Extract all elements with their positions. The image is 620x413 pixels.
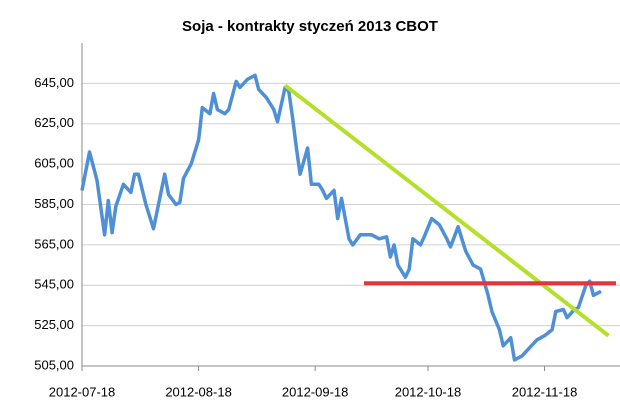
x-tick-label: 2012-09-18	[282, 384, 349, 399]
chart-title: Soja - kontrakty styczeń 2013 CBOT	[182, 18, 438, 35]
y-tick-label: 625,00	[34, 115, 74, 130]
x-tick-label: 2012-10-18	[395, 384, 462, 399]
y-tick-label: 645,00	[34, 75, 74, 90]
x-tick-label: 2012-08-18	[165, 384, 232, 399]
y-tick-label: 585,00	[34, 196, 74, 211]
y-tick-label: 545,00	[34, 277, 74, 292]
price-line	[80, 73, 602, 362]
y-tick-label: 525,00	[34, 317, 74, 332]
x-tick-label: 2012-07-18	[49, 384, 116, 399]
y-tick-label: 505,00	[34, 357, 74, 372]
y-tick-label: 605,00	[34, 156, 74, 171]
annotation-line	[283, 83, 610, 338]
y-tick-label: 565,00	[34, 236, 74, 251]
x-tick-label: 2012-11-18	[512, 384, 578, 399]
